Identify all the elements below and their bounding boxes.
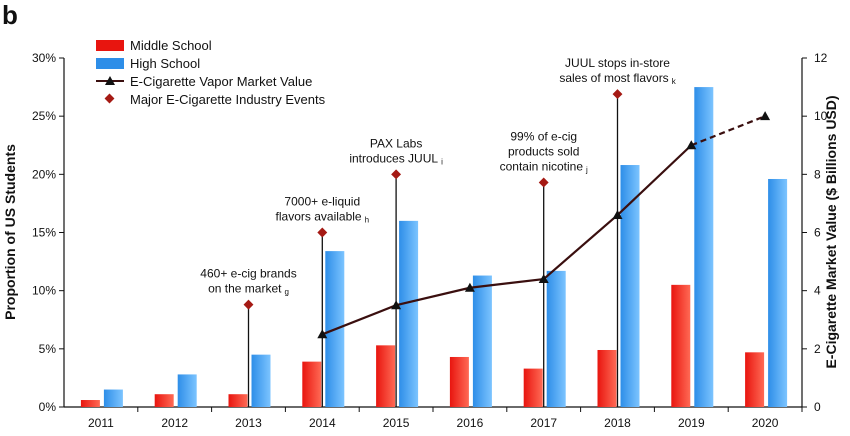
x-tick-label: 2013 — [235, 416, 262, 430]
event-marker — [391, 169, 402, 180]
market-line-point — [686, 140, 697, 150]
event-annotation-line: introduces JUUL i — [349, 151, 443, 166]
left-axis-title: Proportion of US Students — [2, 144, 18, 320]
event-annotation-line: sales of most flavors k — [559, 71, 676, 86]
event-reference-superscript: j — [585, 165, 588, 174]
right-tick-label: 8 — [814, 167, 821, 181]
x-tick-label: 2012 — [161, 416, 188, 430]
event-marker — [612, 89, 623, 100]
left-tick-label: 30% — [32, 51, 56, 65]
panel-label: b — [2, 0, 18, 30]
bar-middle-school — [376, 345, 396, 407]
market-value-line — [317, 111, 771, 339]
legend-swatch-middle-school — [96, 40, 124, 51]
event-annotation-line: products sold — [508, 144, 579, 158]
legend-label-middle-school: Middle School — [130, 38, 212, 53]
bar-high-school — [620, 165, 640, 407]
bar-middle-school — [449, 356, 469, 407]
event-reference-superscript: k — [672, 77, 677, 86]
bar-high-school — [177, 374, 197, 407]
x-tick-label: 2017 — [530, 416, 557, 430]
market-line-point — [760, 111, 771, 121]
right-tick-label: 4 — [814, 284, 821, 298]
legend-label-high-school: High School — [130, 56, 200, 71]
market-line-projected — [690, 115, 766, 147]
bar-middle-school — [597, 349, 617, 407]
event-annotation-line: 460+ e-cig brands — [200, 267, 296, 281]
legend-swatch-event-marker — [104, 93, 115, 104]
bar-high-school — [399, 220, 419, 407]
right-tick-label: 0 — [814, 400, 821, 414]
event-annotation-line: PAX Labs — [370, 136, 422, 150]
x-tick-label: 2018 — [604, 416, 631, 430]
left-tick-label: 0% — [39, 400, 57, 414]
right-tick-label: 10 — [814, 109, 828, 123]
bar-middle-school — [745, 352, 765, 407]
bar-middle-school — [228, 394, 248, 407]
bar-middle-school — [671, 284, 691, 407]
bar-high-school — [251, 354, 271, 407]
left-tick-label: 15% — [32, 226, 56, 240]
bar-middle-school — [302, 361, 322, 407]
event-reference-superscript: h — [365, 216, 369, 225]
legend-label-event-marker: Major E-Cigarette Industry Events — [130, 92, 326, 107]
bar-high-school — [546, 270, 566, 407]
bar-middle-school — [80, 400, 100, 407]
left-tick-label: 5% — [39, 342, 57, 356]
x-tick-label: 2020 — [752, 416, 779, 430]
left-tick-label: 10% — [32, 284, 56, 298]
x-tick-label: 2011 — [88, 416, 114, 430]
legend: Middle School High School E-Cigarette Va… — [96, 38, 326, 107]
event-marker — [538, 177, 549, 188]
event-annotation-line: on the market g — [208, 282, 289, 297]
bars — [80, 87, 788, 407]
left-tick-label: 25% — [32, 109, 56, 123]
market-line-point — [612, 210, 623, 220]
bar-high-school — [472, 275, 492, 407]
event-marker — [243, 299, 254, 310]
market-line-point — [538, 274, 549, 284]
bar-middle-school — [523, 368, 543, 407]
event-reference-superscript: i — [441, 157, 443, 166]
bar-high-school — [694, 87, 714, 407]
x-tick-label: 2015 — [383, 416, 410, 430]
event-annotation-line: 7000+ e-liquid — [284, 195, 360, 209]
axes: 0% 5% 10% 15% 20% 25% 30% 0 2 4 6 8 10 12 2011 2012 2013… — [32, 51, 828, 430]
event-annotation-line: contain nicotine j — [500, 159, 588, 174]
x-tick-label: 2016 — [457, 416, 484, 430]
right-axis-title: E-Cigarette Market Value ($ Billions USD… — [823, 95, 839, 368]
event-marker — [317, 227, 328, 238]
event-annotation-line: JUUL stops in-store — [565, 56, 670, 70]
legend-swatch-high-school — [96, 58, 124, 69]
bar-high-school — [103, 389, 123, 407]
event-reference-superscript: g — [284, 288, 288, 297]
right-tick-label: 2 — [814, 342, 821, 356]
market-line-point — [391, 300, 402, 310]
bar-high-school — [768, 178, 788, 407]
event-annotation-line: flavors available h — [276, 210, 370, 225]
bar-middle-school — [154, 394, 174, 407]
market-line-point — [317, 329, 328, 339]
x-tick-label: 2019 — [678, 416, 705, 430]
market-line-point — [464, 282, 475, 292]
market-line-solid — [321, 144, 693, 336]
right-tick-label: 12 — [814, 51, 828, 65]
legend-swatch-market-marker — [105, 76, 115, 85]
event-annotation-line: 99% of e-cig — [510, 129, 577, 143]
x-tick-label: 2014 — [309, 416, 336, 430]
left-tick-label: 20% — [32, 167, 56, 181]
legend-label-market-line: E-Cigarette Vapor Market Value — [130, 74, 312, 89]
right-tick-label: 6 — [814, 226, 821, 240]
